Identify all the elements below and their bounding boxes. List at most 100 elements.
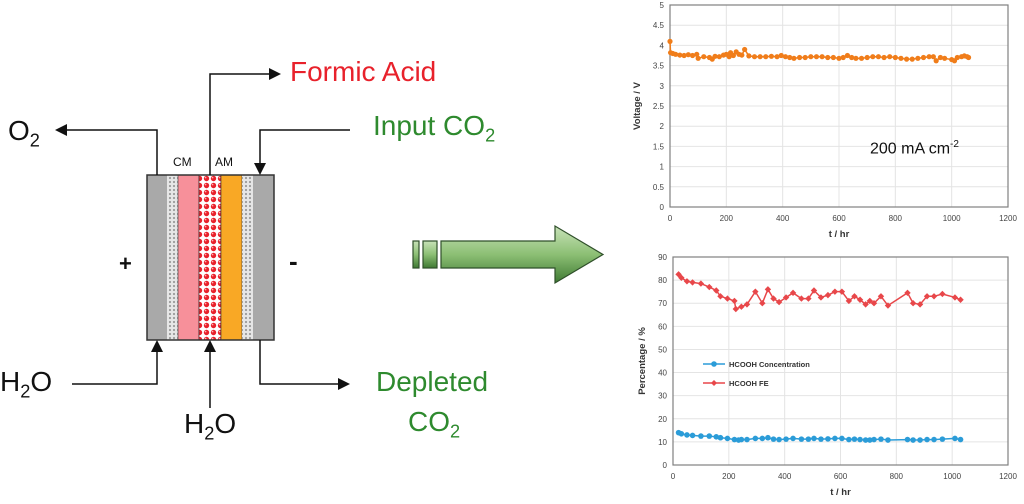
current-density-text: 200 mA cm — [870, 140, 951, 158]
data-point — [845, 297, 853, 305]
data-point — [778, 52, 784, 59]
data-point — [916, 301, 924, 308]
data-point — [871, 436, 877, 443]
data-point — [810, 287, 818, 294]
data-point — [717, 293, 724, 300]
x-tick-label: 600 — [834, 472, 848, 481]
x-tick-label: 1000 — [943, 472, 961, 481]
h2o-left-label: H2O — [0, 366, 52, 402]
data-point — [917, 437, 923, 443]
data-point — [805, 436, 812, 442]
cathode-minus-label: - — [289, 246, 298, 276]
data-point — [684, 432, 690, 438]
y-tick-label: 5 — [660, 1, 665, 10]
data-point — [825, 436, 831, 442]
y-tick-label: 4.5 — [653, 21, 665, 30]
data-point — [716, 54, 722, 60]
data-point — [952, 435, 958, 442]
formic-acid-label: Formic Acid — [290, 56, 437, 87]
data-point — [683, 278, 691, 285]
data-point — [904, 436, 911, 443]
data-point — [689, 52, 696, 59]
data-point — [930, 293, 938, 300]
data-point — [862, 301, 869, 308]
data-point — [776, 436, 782, 443]
data-point — [923, 293, 931, 300]
y-tick-label: 2.5 — [653, 102, 665, 111]
x-tick-label: 0 — [671, 472, 676, 481]
data-point — [808, 54, 814, 60]
process-arrow-icon — [412, 224, 605, 285]
data-point — [937, 54, 944, 61]
data-point — [830, 54, 836, 61]
input-co2-label: Input CO2 — [373, 110, 495, 146]
x-tick-label: 1200 — [999, 472, 1017, 481]
y-tick-label: 70 — [658, 299, 667, 308]
h2o-left-h: H — [0, 366, 21, 397]
h2o-center-subscript: 2 — [204, 423, 215, 444]
data-point — [681, 52, 687, 59]
legend-marker — [711, 380, 717, 386]
data-point — [798, 436, 805, 442]
data-point — [846, 436, 852, 443]
data-point — [768, 53, 775, 59]
x-tick-label: 200 — [722, 472, 736, 481]
y-tick-label: 40 — [658, 369, 667, 378]
data-point — [706, 433, 713, 439]
data-point — [694, 51, 700, 57]
data-point — [939, 436, 946, 442]
y-tick-label: 50 — [658, 345, 667, 354]
data-point — [832, 435, 838, 442]
data-point — [798, 295, 805, 302]
data-point — [677, 52, 683, 58]
x-tick-label: 1000 — [943, 214, 961, 223]
data-point — [724, 295, 731, 302]
data-point — [764, 286, 772, 293]
data-point — [824, 291, 832, 299]
data-point — [819, 54, 825, 60]
data-point — [713, 287, 720, 294]
x-tick-label: 800 — [889, 214, 903, 223]
o2-text: O — [8, 115, 30, 146]
data-point — [706, 283, 713, 291]
data-point — [957, 436, 964, 443]
x-tick-label: 1200 — [999, 214, 1017, 223]
input-co2-text: Input CO — [373, 110, 486, 141]
data-point — [887, 54, 893, 60]
data-point — [813, 54, 820, 60]
data-point — [884, 302, 892, 309]
data-point — [915, 55, 921, 61]
data-point — [770, 295, 777, 302]
data-point — [713, 434, 720, 440]
percentage-chart: 0 10 20 30 40 50 60 70 80 90 0 200 400 600 800 1000 1200… — [637, 253, 1017, 498]
y-tick-label: 1.5 — [653, 142, 665, 151]
x-tick-label: 800 — [890, 472, 904, 481]
data-point — [939, 290, 946, 298]
data-point — [791, 55, 797, 61]
data-point — [726, 54, 732, 60]
o2-label: O2 — [8, 115, 40, 151]
data-point — [867, 437, 873, 443]
data-point — [752, 288, 759, 295]
data-point — [951, 294, 959, 301]
data-point — [783, 436, 789, 442]
data-point — [930, 54, 936, 60]
data-point — [909, 56, 915, 62]
input-co2-subscript: 2 — [485, 125, 496, 146]
h2o-center-h: H — [184, 408, 205, 439]
y-tick-label: 3.5 — [653, 62, 665, 71]
data-point — [789, 289, 797, 297]
y-tick-label: 3 — [660, 82, 665, 91]
data-point — [782, 294, 790, 301]
h2o-left-subscript: 2 — [20, 381, 31, 402]
current-density-annotation: 200 mA cm-2 — [870, 139, 959, 158]
am-label: AM — [215, 155, 233, 169]
voltage-chart: 0 0.5 1 1.5 2 2.5 3 3.5 4 4.5 5 0 200 400 600 800 1000 12… — [632, 1, 1017, 240]
data-point — [757, 54, 763, 60]
data-point — [759, 300, 766, 307]
data-point — [870, 54, 876, 60]
y-tick-label: 80 — [658, 276, 667, 285]
data-point — [909, 300, 917, 307]
data-point — [877, 293, 885, 300]
data-point — [817, 294, 825, 301]
